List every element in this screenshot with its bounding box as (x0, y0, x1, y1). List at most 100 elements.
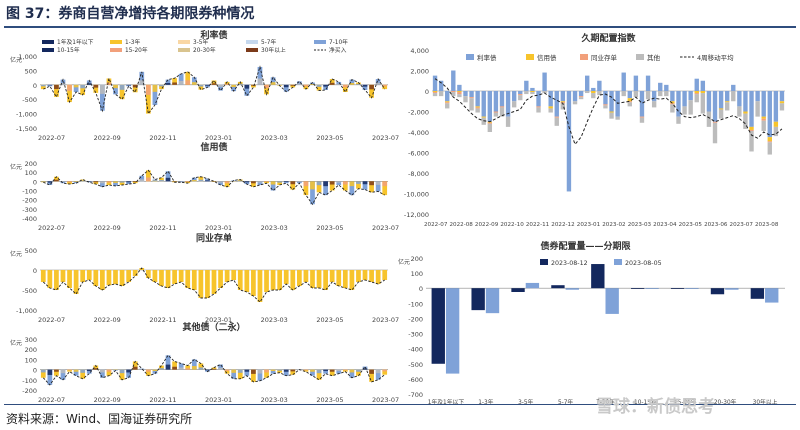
p1-bar-segment (54, 84, 59, 90)
p2-bar-segment (185, 181, 191, 182)
p1-legend-swatch (246, 40, 258, 44)
p3-bar (100, 270, 105, 290)
p3-bar (185, 270, 191, 288)
p2-bar-segment (290, 181, 296, 185)
p1-legend-label: 15-20年 (125, 46, 148, 54)
p1-bar-segment (152, 84, 158, 92)
p4-bar-segment (369, 369, 374, 374)
p5-bar-同业存单 (445, 102, 450, 104)
p4-bar-segment (224, 369, 230, 372)
p5-legend-label: 4周移动平均 (697, 53, 734, 62)
p2-bar (47, 181, 53, 185)
p1-ytick-label: 1,000 (18, 53, 37, 61)
p1-bar-segment (290, 84, 296, 86)
p5-bar-同业存单 (493, 111, 499, 113)
p2-bar-segment (152, 180, 158, 182)
p4-bar-segment (336, 369, 342, 372)
p1-bar (185, 71, 191, 85)
p2-ytick-label: -400 (22, 215, 37, 223)
p5-bar-其他 (773, 126, 779, 137)
p3-bar (211, 270, 217, 294)
p1-bar-segment (382, 84, 388, 87)
p2-bar (251, 181, 256, 187)
p4-bar (336, 369, 342, 374)
p4-bar (198, 363, 204, 370)
p1-legend-label: 1-3年 (125, 38, 140, 46)
p6-bar-2023-08-05 (525, 282, 540, 289)
p4-xtick-label: 2022-11 (149, 396, 176, 404)
p4-bar-segment (211, 368, 217, 370)
p1-bar (356, 82, 361, 85)
p3-bar (342, 270, 348, 288)
p2-bar (106, 181, 112, 185)
p5-bar-利率债 (755, 91, 760, 102)
p1-bar-segment (218, 84, 223, 87)
p1-bar (342, 84, 348, 92)
p5-bar-利率债 (779, 91, 785, 102)
p1-bar (290, 84, 296, 88)
p4-net-line (42, 354, 385, 386)
p3-bar (54, 270, 59, 290)
p1-bar-segment (264, 84, 269, 89)
p4-bar-segment (152, 369, 158, 372)
p1-bar (310, 82, 315, 85)
p2-bar-segment (132, 181, 138, 182)
p5-bar-其他 (475, 108, 480, 113)
p1-bar-segment (310, 83, 315, 85)
p1-legend-swatch (314, 40, 326, 44)
p5-bar-其他 (609, 112, 614, 119)
p4-bar (178, 363, 184, 370)
p5-title: 久期配置指数 (581, 32, 636, 44)
p4-ytick-label: -100 (22, 377, 37, 385)
p1-bar (362, 84, 368, 90)
p5-bar-其他 (767, 142, 772, 155)
p3-bar (172, 270, 177, 284)
p3-xtick-label: 2023-03 (261, 316, 288, 324)
p1-bar-segment (145, 84, 151, 95)
p1-bar (349, 79, 355, 85)
p2-bar (113, 181, 118, 186)
p5-bar-利率债 (700, 80, 706, 91)
p2-bar (67, 181, 72, 185)
p5-bar-利率债 (621, 72, 626, 91)
p2-bar (145, 170, 151, 182)
p2-bar-segment (303, 181, 309, 187)
p2-bar (40, 181, 46, 183)
p5-bar-利率债 (676, 91, 681, 117)
p5-bar-其他 (463, 96, 468, 103)
p2-bar-segment (329, 181, 335, 185)
p2-xtick-label: 2022-09 (94, 224, 121, 232)
p2-bar-segment (369, 181, 374, 186)
p5-bar-利率债 (578, 91, 584, 97)
p3-bar (296, 270, 302, 286)
p5-bar-信用债 (700, 91, 706, 94)
p5-bar-利率债 (511, 91, 517, 102)
p3-unit-label: 亿元 (10, 250, 22, 258)
p2-bar (375, 181, 381, 192)
p5-bar-其他 (603, 105, 608, 109)
p2-bar-segment (198, 179, 204, 182)
p5-ytick-label: -6,000 (408, 150, 429, 158)
p2-bar (382, 181, 388, 196)
p2-bar (237, 179, 243, 182)
p5-bar-其他 (676, 116, 681, 124)
p5-bar-同业存单 (712, 121, 718, 123)
p3-ytick-label: -500 (22, 287, 37, 295)
p2-bar-segment (237, 180, 243, 182)
p5-bar-利率债 (712, 91, 718, 122)
p5-bar-利率债 (463, 91, 468, 97)
p4-bar (67, 369, 72, 372)
p1-bar (191, 77, 197, 85)
p1-legend-label: 3-5年 (193, 38, 208, 46)
p5-bar-同业存单 (487, 122, 493, 124)
p3-bar (283, 270, 289, 284)
p2-bar-segment (205, 180, 210, 182)
p3-bar (316, 270, 322, 288)
p2-bar-segment (106, 181, 112, 183)
p5-legend-label: 信用债 (537, 53, 557, 62)
p5-bar-利率债 (597, 80, 602, 91)
p4-bar (349, 369, 355, 378)
p1-bar-segment (139, 80, 145, 85)
p3-bar (369, 270, 374, 282)
p2-bar-segment (375, 181, 381, 185)
